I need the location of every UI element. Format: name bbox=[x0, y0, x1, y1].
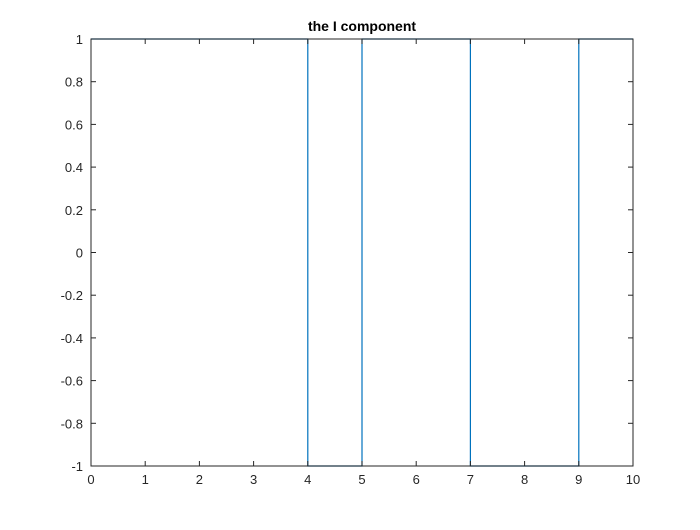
x-tick-label: 10 bbox=[626, 472, 640, 487]
y-tick-label: -0.8 bbox=[61, 416, 83, 431]
x-tick-label: 6 bbox=[413, 472, 420, 487]
y-tick-label: 1 bbox=[76, 32, 83, 47]
x-tick-label: 8 bbox=[521, 472, 528, 487]
x-tick-label: 3 bbox=[250, 472, 257, 487]
x-tick-labels: 0 1 2 3 4 5 6 7 8 9 10 bbox=[87, 472, 640, 487]
y-tick-label: -0.2 bbox=[61, 288, 83, 303]
x-tick-label: 1 bbox=[142, 472, 149, 487]
x-tick-label: 2 bbox=[196, 472, 203, 487]
chart-title: the I component bbox=[308, 18, 416, 34]
x-tick-label: 7 bbox=[467, 472, 474, 487]
y-tick-label: -1 bbox=[71, 459, 83, 474]
y-tick-label: 0.2 bbox=[65, 203, 83, 218]
y-tick-label: -0.4 bbox=[61, 331, 83, 346]
x-tick-label: 0 bbox=[87, 472, 94, 487]
y-tick-label: 0.4 bbox=[65, 160, 83, 175]
y-tick-label: 0.8 bbox=[65, 75, 83, 90]
x-tick-label: 9 bbox=[575, 472, 582, 487]
y-tick-labels: 1 0.8 0.6 0.4 0.2 0 -0.2 -0.4 -0.6 -0.8 -1 bbox=[61, 32, 83, 474]
axes-box bbox=[90, 38, 634, 467]
x-tick-label: 4 bbox=[304, 472, 311, 487]
y-tick-label: -0.6 bbox=[61, 374, 83, 389]
y-tick-label: 0.6 bbox=[65, 117, 83, 132]
y-tick-label: 0 bbox=[76, 246, 83, 261]
x-tick-label: 5 bbox=[358, 472, 365, 487]
